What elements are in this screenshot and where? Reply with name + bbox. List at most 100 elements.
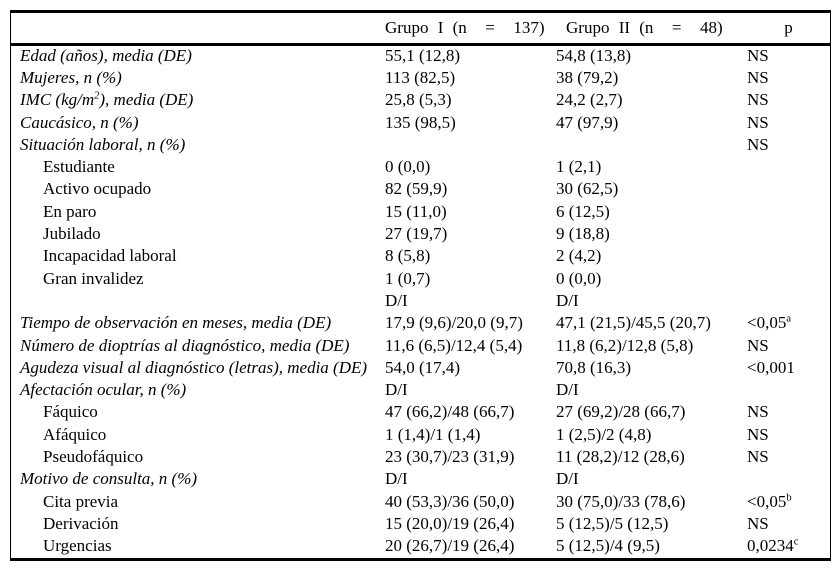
table-row: Agudeza visual al diagnóstico (letras), … [11, 356, 830, 378]
p-value-cell: NS [747, 112, 769, 132]
header-grupo-2: Grupo II (n = 48) [556, 13, 747, 46]
table-row: Estudiante 0 (0,0) 1 (2,1) [11, 155, 830, 177]
grupo-1-value-cell: 54,0 (17,4) [385, 357, 461, 377]
grupo-2-value-cell: D/I [556, 380, 579, 400]
row-label-cell: IMC (kg/m2), media (DE) [20, 90, 194, 110]
grupo-2-value-cell: D/I [556, 469, 579, 489]
table-row: Cita previa 40 (53,3)/36 (50,0) 30 (75,0)/… [11, 490, 830, 512]
row-label-cell [11, 289, 385, 311]
row-label-cell: Mujeres, n (%) [20, 67, 122, 87]
table-row: Situación laboral, n (%) NS [11, 133, 830, 155]
table-row: Gran invalidez 1 (0,7) 0 (0,0) [11, 267, 830, 289]
header-grupo-1: Grupo I (n = 137) [385, 13, 556, 46]
grupo-1-value-cell: 113 (82,5) [385, 67, 456, 87]
row-label-cell: Afáquico [43, 424, 107, 444]
table-row: Motivo de consulta, n (%) D/I D/I [11, 468, 830, 490]
table-row: Derivación 15 (20,0)/19 (26,4) 5 (12,5)/5 … [11, 512, 830, 534]
table-row: IMC (kg/m2), media (DE) 25,8 (5,3) 24,2 (2… [11, 89, 830, 111]
grupo-2-value-cell: 5 (12,5)/5 (12,5) [556, 513, 669, 533]
p-value-cell: NS [747, 402, 769, 422]
grupo-1-value-cell: 0 (0,0) [385, 157, 431, 177]
p-value-cell: 0,0234c [747, 536, 799, 556]
grupo-2-value-cell [556, 133, 747, 155]
grupo-2-value-cell: 47 (97,9) [556, 112, 619, 132]
row-label-cell: Urgencias [43, 536, 112, 556]
p-value-cell [747, 245, 830, 267]
table-row: Número de dioptrías al diagnóstico, medi… [11, 334, 830, 356]
table-row: Urgencias 20 (26,7)/19 (26,4) 5 (12,5)/4 (… [11, 535, 830, 557]
row-label-cell: En paro [43, 201, 97, 221]
row-label-cell: Gran invalidez [43, 268, 144, 288]
grupo-2-value-cell: 1 (2,1) [556, 157, 602, 177]
grupo-1-value-cell: 1 (0,7) [385, 268, 431, 288]
row-label-cell: Edad (años), media (DE) [20, 46, 192, 66]
table-row: Mujeres, n (%) 113 (82,5) 38 (79,2) NS [11, 66, 830, 88]
grupo-2-value-cell: 30 (62,5) [556, 179, 619, 199]
p-value-cell: NS [747, 90, 769, 110]
grupo-2-value-cell: 11,8 (6,2)/12,8 (5,8) [556, 335, 694, 355]
row-label-cell: Activo ocupado [43, 179, 152, 199]
table-row: Afectación ocular, n (%) D/I D/I [11, 378, 830, 400]
p-value-cell [747, 289, 830, 311]
table-row: Jubilado 27 (19,7) 9 (18,8) [11, 222, 830, 244]
grupo-1-value-cell: 8 (5,8) [385, 246, 431, 266]
p-value-cell: NS [747, 446, 769, 466]
table-row: Pseudofáquico 23 (30,7)/23 (31,9) 11 (28,2… [11, 445, 830, 467]
grupo-1-value-cell: 25,8 (5,3) [385, 90, 452, 110]
table-body: Edad (años), media (DE) 55,1 (12,8) 54,8 (… [11, 44, 830, 557]
table-header: Grupo I (n = 137) Grupo II (n = 48) p [11, 13, 830, 46]
grupo-1-value-cell: D/I [385, 380, 408, 400]
p-value-cell: NS [747, 424, 769, 444]
grupo-2-value-cell: 9 (18,8) [556, 224, 610, 244]
comparison-table: Grupo I (n = 137) Grupo II (n = 48) p Ed… [11, 13, 830, 557]
row-label-cell: Situación laboral, n (%) [20, 134, 186, 154]
grupo-2-value-cell: 47,1 (21,5)/45,5 (20,7) [556, 313, 711, 333]
grupo-1-value-cell: 27 (19,7) [385, 224, 448, 244]
grupo-1-value-cell: 15 (11,0) [385, 201, 447, 221]
grupo-2-value-cell: 30 (75,0)/33 (78,6) [556, 491, 686, 511]
table-row: Tiempo de observación en meses, media (D… [11, 312, 830, 334]
grupo-2-value-cell: 5 (12,5)/4 (9,5) [556, 536, 660, 556]
grupo-2-value-cell: 70,8 (16,3) [556, 357, 632, 377]
header-empty-cell [11, 13, 385, 46]
grupo-2-value-cell: 0 (0,0) [556, 268, 602, 288]
table-row: Activo ocupado 82 (59,9) 30 (62,5) [11, 178, 830, 200]
grupo-2-value-cell: 54,8 (13,8) [556, 46, 632, 66]
grupo-2-value-cell: 24,2 (2,7) [556, 90, 623, 110]
row-label-cell: Caucásico, n (%) [20, 112, 139, 132]
table-row: Incapacidad laboral 8 (5,8) 2 (4,2) [11, 245, 830, 267]
grupo-1-value-cell: D/I [385, 290, 408, 310]
p-value-cell [747, 200, 830, 222]
p-value-cell: NS [747, 67, 769, 87]
grupo-2-value-cell: 38 (79,2) [556, 67, 619, 87]
table-frame: Grupo I (n = 137) Grupo II (n = 48) p Ed… [10, 10, 831, 561]
row-label-cell: Afectación ocular, n (%) [20, 380, 187, 400]
row-label-cell: Estudiante [43, 157, 115, 177]
grupo-1-value-cell: 23 (30,7)/23 (31,9) [385, 446, 515, 466]
grupo-1-value-cell: 82 (59,9) [385, 179, 448, 199]
p-value-cell: NS [747, 335, 769, 355]
p-value-cell: NS [747, 46, 769, 66]
grupo-1-value-cell: 40 (53,3)/36 (50,0) [385, 491, 515, 511]
grupo-1-value-cell: 1 (1,4)/1 (1,4) [385, 424, 481, 444]
p-value-cell: <0,05b [747, 491, 792, 511]
p-value-cell [747, 178, 830, 200]
row-label-cell: Cita previa [43, 491, 119, 511]
p-value-cell: NS [747, 513, 769, 533]
header-p: p [747, 13, 830, 46]
table-row: En paro 15 (11,0) 6 (12,5) [11, 200, 830, 222]
grupo-1-value-cell: 55,1 (12,8) [385, 46, 461, 66]
p-value-cell: <0,05a [747, 313, 792, 333]
grupo-2-value-cell: 11 (28,2)/12 (28,6) [556, 446, 685, 466]
p-value-cell [747, 222, 830, 244]
grupo-1-value-cell: D/I [385, 469, 408, 489]
grupo-2-value-cell: D/I [556, 290, 579, 310]
header-row: Grupo I (n = 137) Grupo II (n = 48) p [11, 13, 830, 46]
p-value-cell [747, 267, 830, 289]
row-label-cell: Incapacidad laboral [43, 246, 177, 266]
grupo-1-value-cell: 15 (20,0)/19 (26,4) [385, 513, 515, 533]
row-label-cell: Número de dioptrías al diagnóstico, medi… [20, 335, 350, 355]
row-label-cell: Jubilado [43, 224, 101, 244]
table-row: Edad (años), media (DE) 55,1 (12,8) 54,8 (… [11, 44, 830, 66]
row-label-cell: Tiempo de observación en meses, media (D… [20, 313, 332, 333]
